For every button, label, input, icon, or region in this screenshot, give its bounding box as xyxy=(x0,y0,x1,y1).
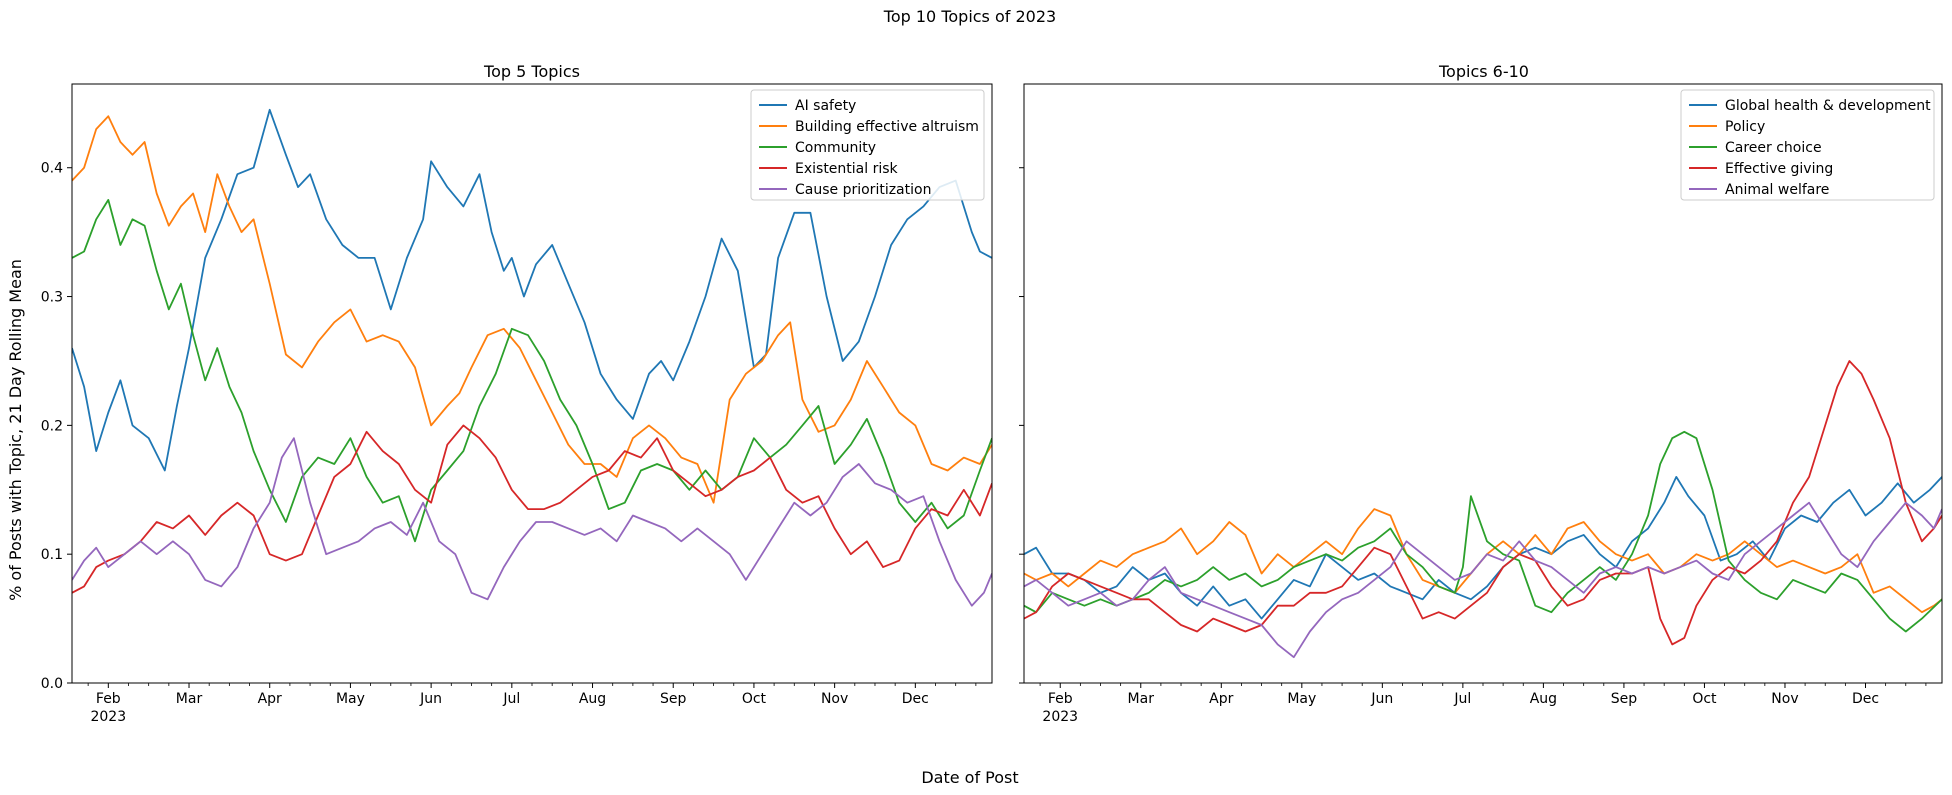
legend-label: Policy xyxy=(1725,119,1765,135)
x-tick-label: Dec xyxy=(1852,691,1879,707)
panel-top5: Top 5 Topics 0.0 0.1 0.2 0.3 0.4 Feb Mar Apr May… xyxy=(41,62,993,725)
x-tick-label: Oct xyxy=(742,691,767,707)
x-tick-label: Feb xyxy=(1048,691,1073,707)
y-tick-label: 0.4 xyxy=(41,161,63,177)
figure-suptitle: Top 10 Topics of 2023 xyxy=(883,7,1056,26)
legend-box xyxy=(750,89,985,201)
legend: AI safety Building effective altruism Comm… xyxy=(750,89,985,201)
legend-label: AI safety xyxy=(795,98,856,114)
legend-label: Animal welfare xyxy=(1725,182,1829,198)
legend-label: Career choice xyxy=(1725,140,1822,156)
x-tick-label: Mar xyxy=(176,691,203,707)
panel-title: Top 5 Topics xyxy=(483,62,580,81)
x-tick-label: Nov xyxy=(1771,691,1798,707)
series-line-global-health-development xyxy=(1024,475,1942,620)
series-line-effective-giving xyxy=(1024,360,1942,646)
series-line-ai-safety xyxy=(72,108,992,472)
x-tick-label: Feb xyxy=(96,691,121,707)
series-line-cause-prioritization xyxy=(72,437,992,607)
x-tick-label: Apr xyxy=(1209,691,1233,707)
legend-label: Cause prioritization xyxy=(795,182,931,198)
series-line-community xyxy=(72,198,992,543)
y-tick-label: 0.0 xyxy=(41,676,63,692)
x-tick-label: Nov xyxy=(821,691,848,707)
panel-title: Topics 6-10 xyxy=(1438,62,1529,81)
figure-xlabel: Date of Post xyxy=(921,768,1018,787)
x-tick-label: Mar xyxy=(1128,691,1155,707)
series-line-animal-welfare xyxy=(1024,501,1942,659)
legend-label: Community xyxy=(795,140,876,156)
series-line-career-choice xyxy=(1024,430,1942,633)
x-tick-label: Dec xyxy=(902,691,929,707)
x-tick-label: May xyxy=(336,691,365,707)
series-line-building-effective-altruism xyxy=(72,115,992,504)
figure-ylabel: % of Posts with Topic, 21 Day Rolling Me… xyxy=(6,259,25,601)
y-tick-label: 0.3 xyxy=(41,290,63,306)
x-tick-label: Sep xyxy=(660,691,687,707)
x-tick-label: Jul xyxy=(1453,691,1471,707)
legend: Global health & development Policy Career … xyxy=(1680,89,1935,201)
x-tick-label: Oct xyxy=(1692,691,1717,707)
x-tick-label: Sep xyxy=(1611,691,1638,707)
x-tick-label: Jun xyxy=(419,691,442,707)
legend-label: Global health & development xyxy=(1725,98,1931,114)
panel-topics-6-10: Topics 6-10 Feb Mar Apr May Jun Jul Aug Sep Oct N… xyxy=(1019,62,1943,725)
x-year-label: 2023 xyxy=(90,709,126,725)
y-tick-label: 0.1 xyxy=(41,547,63,563)
legend-label: Effective giving xyxy=(1725,161,1833,177)
legend-box xyxy=(1680,89,1935,201)
y-tick-label: 0.2 xyxy=(41,418,63,434)
x-tick-label: Aug xyxy=(1530,691,1557,707)
x-tick-label: Apr xyxy=(258,691,282,707)
x-tick-label: May xyxy=(1287,691,1316,707)
x-tick-label: Aug xyxy=(579,691,606,707)
x-tick-label: Jul xyxy=(502,691,520,707)
legend-label: Building effective altruism xyxy=(795,119,979,135)
x-tick-label: Jun xyxy=(1370,691,1393,707)
x-year-label: 2023 xyxy=(1042,709,1078,725)
series-line-existential-risk xyxy=(72,424,992,594)
legend-label: Existential risk xyxy=(795,161,899,177)
